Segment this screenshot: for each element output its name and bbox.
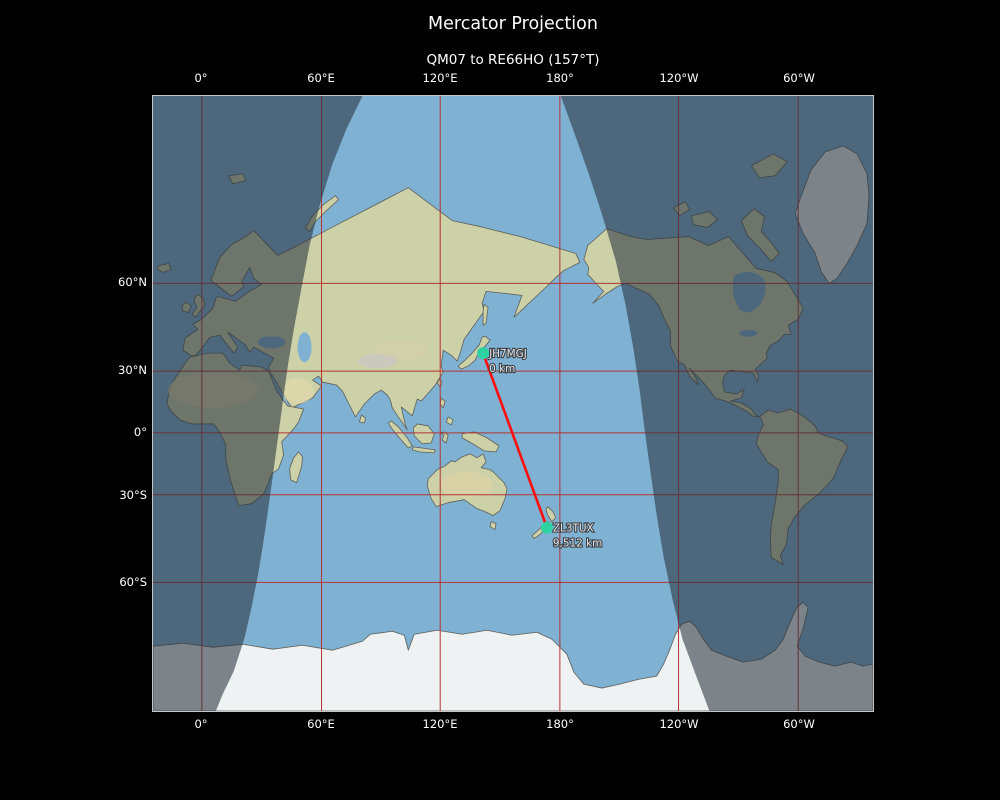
island-borneo bbox=[412, 423, 435, 445]
station-callsign-label: ZL3TUX bbox=[553, 523, 594, 535]
x-tick-label-top: 0° bbox=[194, 71, 208, 85]
station-marker-zl3tux bbox=[540, 521, 553, 534]
x-tick-label-top: 60°W bbox=[783, 71, 815, 85]
island-madagascar bbox=[289, 451, 303, 484]
island-nz-north bbox=[545, 506, 557, 523]
night-terminator-overlay bbox=[153, 96, 873, 711]
x-tick-label-bottom: 60°W bbox=[783, 717, 815, 731]
figure-subtitle: QM07 to RE66HO (157°T) bbox=[426, 52, 600, 68]
x-tick-label-bottom: 60°E bbox=[307, 717, 335, 731]
station-markers: JH7MGJ 0 km ZL3TUX 9,512 km bbox=[477, 347, 603, 551]
x-tick-label-bottom: 120°E bbox=[422, 717, 458, 731]
x-tick-label-top: 60°E bbox=[307, 71, 335, 85]
x-tick-label-top: 120°E bbox=[422, 71, 458, 85]
island-sakhalin bbox=[482, 303, 489, 326]
island-new-guinea bbox=[461, 431, 500, 453]
island-tasmania bbox=[489, 521, 497, 530]
y-tick-label: 60°S bbox=[119, 575, 147, 589]
figure-title: Mercator Projection bbox=[428, 14, 598, 34]
island-japan bbox=[457, 335, 491, 370]
station-distance-label: 9,512 km bbox=[553, 538, 602, 550]
y-tick-label: 30°N bbox=[118, 363, 147, 377]
island-mindanao bbox=[445, 416, 454, 426]
world-map-canvas: JH7MGJ 0 km ZL3TUX 9,512 km bbox=[153, 96, 873, 711]
map-plot-area: JH7MGJ 0 km ZL3TUX 9,512 km bbox=[152, 95, 874, 712]
island-java bbox=[411, 446, 436, 454]
y-tick-label: 0° bbox=[133, 425, 147, 439]
island-sumatra bbox=[387, 420, 413, 449]
great-circle-route-line bbox=[481, 351, 549, 529]
x-tick-label-top: 120°W bbox=[659, 71, 699, 85]
x-tick-label-bottom: 0° bbox=[194, 717, 208, 731]
x-tick-label-top: 180° bbox=[546, 71, 574, 85]
y-tick-label: 60°N bbox=[118, 275, 147, 289]
station-callsign-label: JH7MGJ bbox=[488, 348, 527, 360]
y-tick-label: 30°S bbox=[119, 488, 147, 502]
station-marker-jh7mgj bbox=[477, 347, 490, 360]
station-distance-label: 0 km bbox=[489, 363, 515, 375]
x-tick-label-bottom: 180° bbox=[546, 717, 574, 731]
route-path bbox=[481, 351, 549, 529]
x-tick-label-bottom: 120°W bbox=[659, 717, 699, 731]
island-sri-lanka bbox=[359, 414, 366, 424]
caspian-sea bbox=[297, 332, 312, 363]
